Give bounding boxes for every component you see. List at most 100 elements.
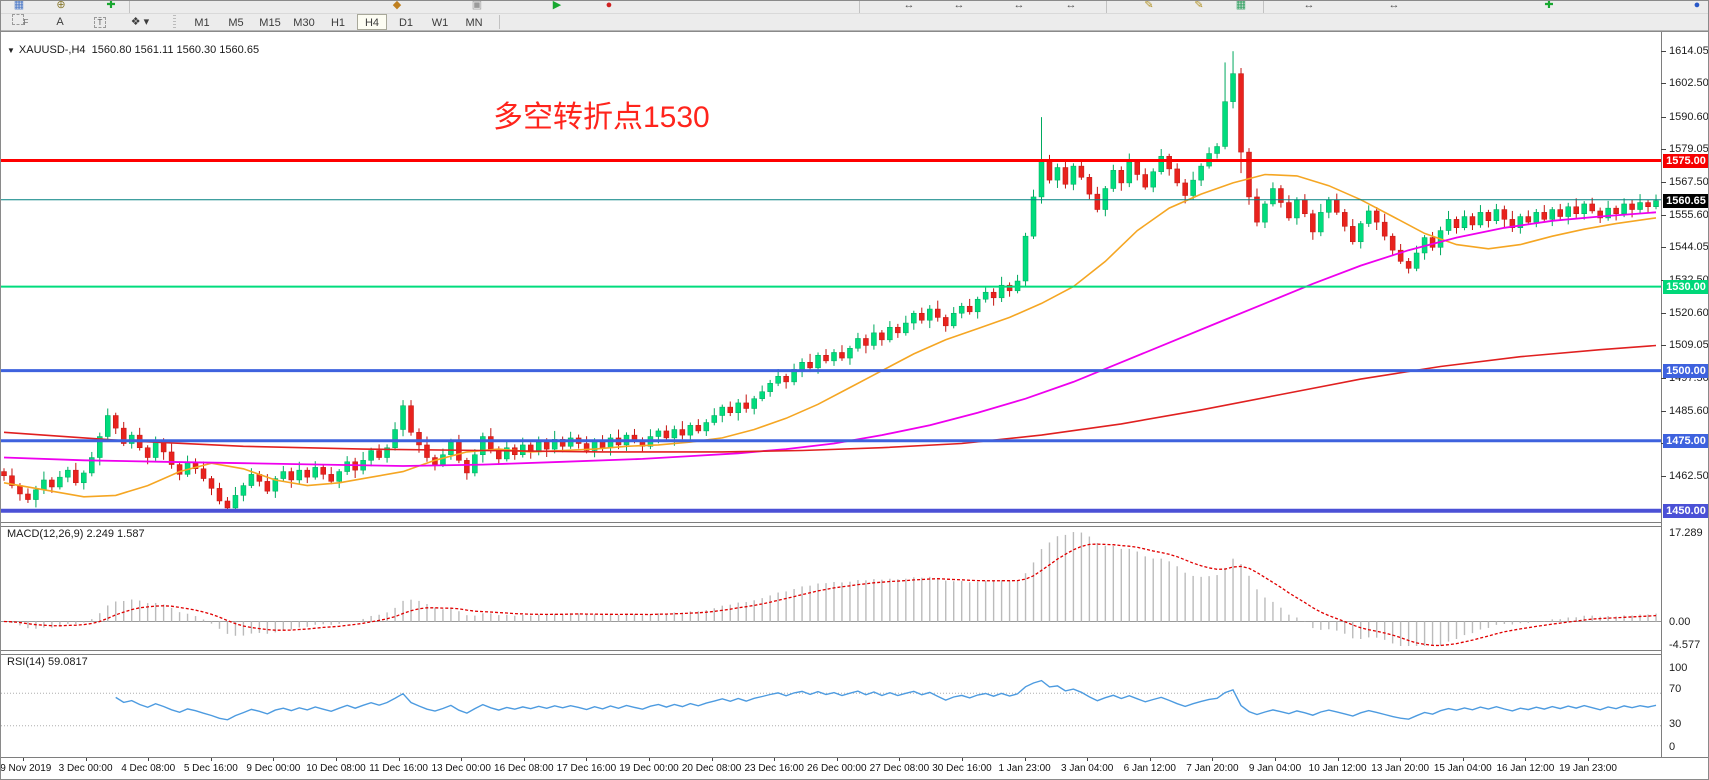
play-icon[interactable]: ▶ — [552, 1, 562, 11]
channel-icon[interactable]: ↔ — [1388, 1, 1400, 11]
zoom-in-icon[interactable]: ⊕ — [56, 1, 66, 11]
price-axis-tick — [1661, 312, 1666, 314]
bear-candle — [743, 402, 749, 409]
collapse-triangle-icon[interactable]: ▼ — [7, 46, 15, 55]
add-indicator-icon[interactable]: ✚ — [1544, 1, 1554, 11]
chart-text-annotation[interactable]: 多空转折点1530 — [493, 101, 710, 134]
bear-candle — [25, 493, 31, 500]
stop-icon[interactable]: ● — [605, 1, 613, 11]
bear-candle — [663, 430, 670, 439]
bull-candle — [1150, 171, 1156, 188]
cursor-box-tool[interactable]: F — [9, 14, 31, 30]
bear-candle — [695, 425, 702, 432]
price-axis-tick — [1661, 345, 1666, 347]
palette-icon[interactable]: ▦ — [1235, 1, 1247, 11]
timeframe-button-h1[interactable]: H1 — [330, 17, 346, 29]
time-axis-tick — [649, 758, 650, 761]
bull-candle — [911, 312, 917, 324]
bull-candle — [1365, 210, 1372, 224]
bull-candle — [871, 332, 877, 346]
time-axis-tick — [586, 758, 588, 761]
time-axis-label: 3 Dec 00:00 — [58, 763, 113, 774]
bear-candle — [1246, 151, 1252, 198]
chart-window[interactable]: ▼ XAUUSD-,H4 1560.80 1561.11 1560.30 1560… — [1, 31, 1709, 779]
price-axis-label: 1555.60 — [1669, 208, 1709, 221]
price-badge-1475.00: 1475.00 — [1663, 433, 1708, 448]
hline-tool-icon[interactable]: ↔ — [1065, 1, 1077, 11]
bear-candle — [1334, 199, 1340, 213]
bull-candle — [81, 472, 87, 484]
bear-candle — [1278, 188, 1284, 203]
timeframe-button-m1[interactable]: M1 — [194, 17, 210, 29]
toolbar-drag-grip[interactable] — [173, 15, 176, 29]
pencil-icon[interactable]: ✎ — [1144, 1, 1154, 11]
text-box-tool[interactable]: T — [89, 14, 111, 30]
bear-candle — [488, 436, 494, 450]
toolbar-top-row-clipped[interactable]: ▦ ⊕ ✚ ◆ ▣ ▶ ● ↔ ↔ ↔ ↔ ✎ ✎ ▦ ↔ ↔ ✚ ● — [1, 1, 1708, 14]
timeframe-button-m5[interactable]: M5 — [228, 17, 244, 29]
bull-candle — [1413, 252, 1420, 269]
bear-candle — [1, 471, 7, 477]
bear-candle — [1525, 216, 1532, 223]
shapes-tool[interactable]: ❖ ▾ — [130, 16, 150, 28]
text-a-tool[interactable]: A — [56, 16, 64, 28]
compass-icon[interactable]: ◆ — [392, 1, 402, 11]
rsi-axis-label: 70 — [1669, 683, 1682, 695]
timeframe-button-h4[interactable]: H4 — [357, 14, 387, 30]
bull-candle — [384, 447, 390, 458]
bear-candle — [176, 464, 183, 475]
globe-icon[interactable]: ● — [1693, 1, 1701, 11]
new-chart-icon[interactable]: ▦ — [13, 1, 25, 11]
time-axis-label: 3 Jan 04:00 — [1061, 763, 1114, 774]
macd-min-label: -4.577 — [1669, 639, 1701, 651]
bear-candle — [49, 479, 55, 488]
time-axis-tick — [962, 758, 963, 761]
price-axis-label: 1520.60 — [1669, 306, 1709, 319]
timeframe-button-m15[interactable]: M15 — [259, 17, 281, 29]
bull-candle — [655, 430, 662, 437]
time-axis-label: 20 Dec 08:00 — [681, 763, 742, 774]
bear-candle — [895, 326, 901, 334]
timeframe-button-mn[interactable]: MN — [465, 17, 483, 29]
vline-tool-icon[interactable]: ↔ — [1013, 1, 1025, 11]
bear-candle — [208, 478, 215, 489]
time-axis-tick — [1588, 758, 1589, 761]
timeframe-button-d1[interactable]: D1 — [398, 17, 414, 29]
timeframe-button-m30[interactable]: M30 — [293, 17, 315, 29]
time-axis-tick — [836, 758, 838, 761]
pane-splitter[interactable] — [1, 650, 1661, 655]
time-axis-label: 23 Dec 16:00 — [744, 763, 804, 774]
bear-candle — [1182, 182, 1188, 196]
time-axis-tick — [1525, 758, 1527, 761]
bull-candle — [1477, 212, 1484, 226]
cursor-tool-icon[interactable]: ↔ — [903, 1, 915, 11]
timeframe-button-w1[interactable]: W1 — [431, 17, 449, 29]
bull-candle — [703, 422, 710, 432]
main-price-pane[interactable] — [1, 40, 1661, 522]
time-axis[interactable]: 29 Nov 2019 3 Dec 00:00 4 Dec 08:00 5 Dec 1… — [1, 757, 1708, 779]
time-axis-label: 4 Dec 08:00 — [121, 763, 176, 774]
pencil2-icon[interactable]: ✎ — [1194, 1, 1204, 11]
bear-candle — [376, 450, 382, 458]
autotrade-icon[interactable]: ▣ — [471, 1, 483, 11]
time-axis-label: 16 Dec 08:00 — [494, 763, 554, 774]
macd-pane[interactable] — [1, 525, 1661, 650]
trendline-icon[interactable]: ↔ — [1303, 1, 1315, 11]
bear-candle — [1453, 219, 1460, 229]
bull-candle — [152, 441, 159, 458]
chart-title: ▼ XAUUSD-,H4 1560.80 1561.11 1560.30 1560… — [7, 44, 259, 56]
bull-candle — [1637, 202, 1643, 210]
bear-candle — [727, 406, 733, 413]
bull-candle — [671, 429, 678, 439]
bear-candle — [464, 460, 470, 474]
time-axis-tick — [774, 758, 776, 761]
bull-candle — [1326, 199, 1332, 213]
new-order-icon[interactable]: ✚ — [106, 1, 116, 11]
rsi-pane[interactable] — [1, 653, 1661, 757]
price-axis-label: 1579.05 — [1669, 143, 1709, 156]
bull-candle — [751, 398, 757, 409]
pane-splitter[interactable] — [1, 522, 1661, 527]
crosshair-tool-icon[interactable]: ↔ — [953, 1, 965, 11]
bear-candle — [216, 488, 223, 502]
